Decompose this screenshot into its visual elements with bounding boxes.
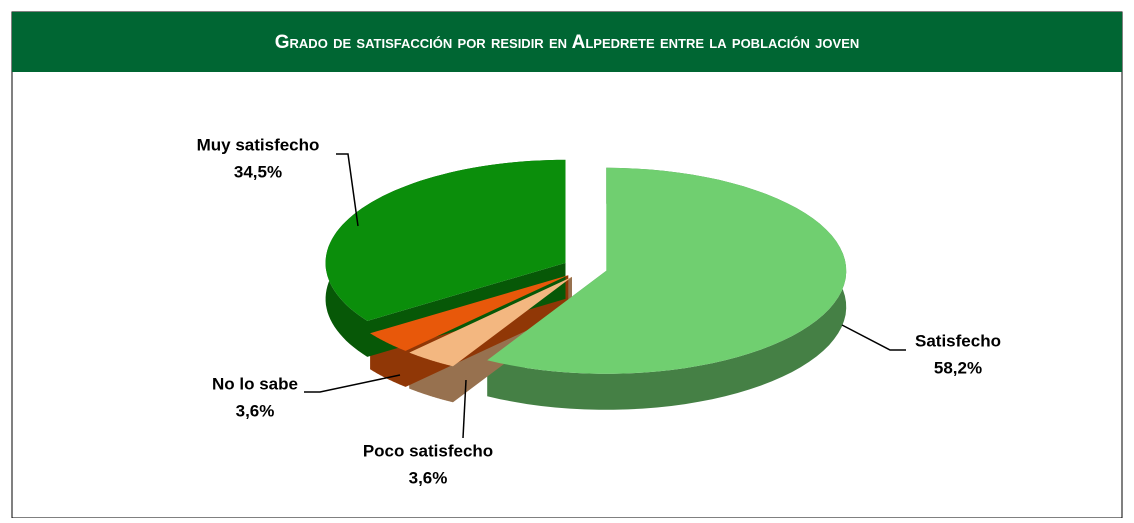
slice-label: Satisfecho — [915, 331, 1001, 350]
leader-line — [304, 374, 401, 393]
slice-label: No lo sabe — [212, 374, 298, 393]
chart-frame — [11, 11, 1123, 519]
leader-line — [841, 324, 906, 351]
slice-label: Muy satisfecho — [197, 135, 320, 154]
chart-title: Grado de satisfacción por residir en Alp… — [275, 32, 860, 53]
pie-slice — [325, 159, 566, 321]
pie-slice — [370, 275, 569, 351]
value-label: 34,5% — [234, 162, 282, 181]
title-bar — [12, 12, 1122, 72]
value-label: 3,6% — [236, 401, 275, 420]
value-label: 58,2% — [934, 358, 982, 377]
pie-slice — [409, 276, 572, 367]
leader-line — [462, 379, 467, 439]
leader-line — [336, 153, 359, 227]
pie-slice — [487, 167, 847, 374]
value-label: 3,6% — [409, 468, 448, 487]
slice-label: Poco satisfecho — [363, 441, 493, 460]
slice-side — [487, 167, 847, 410]
